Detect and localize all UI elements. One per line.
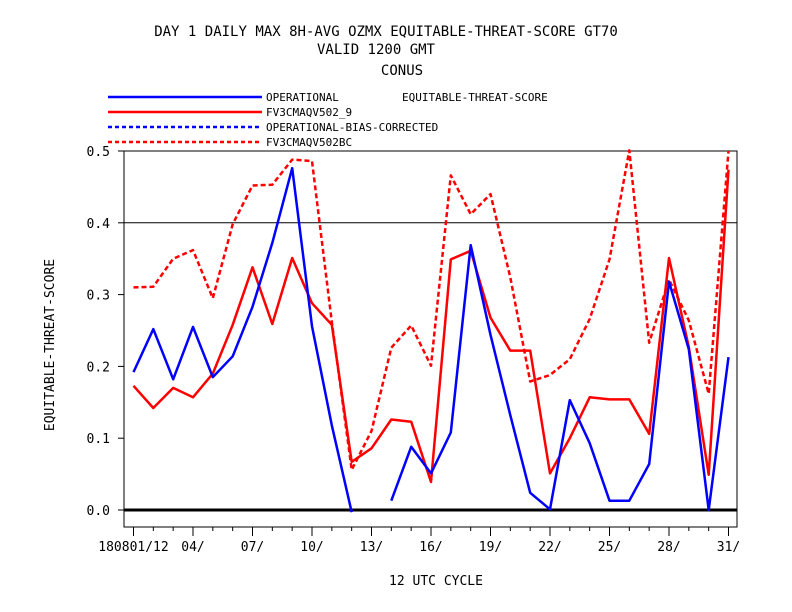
legend-label-operational: OPERATIONAL — [266, 91, 339, 104]
series-line-fv3cmaqv502-9 — [132, 169, 730, 484]
legend-label-fv3cmaqv502-9: FV3CMAQV502_9 — [266, 106, 352, 119]
series-line-operational — [132, 166, 353, 513]
x-tick-label: 10/ — [300, 540, 323, 555]
y-tick-label: 0.0 — [87, 504, 110, 519]
x-tick-label: 07/ — [241, 540, 264, 555]
legend-label-operational-bias-corrected: OPERATIONAL-BIAS-CORRECTED — [266, 121, 438, 134]
legend-title: EQUITABLE-THREAT-SCORE — [402, 91, 548, 104]
x-tick-label: 04/ — [181, 540, 204, 555]
x-tick-label: 22/ — [538, 540, 561, 555]
y-axis-label: EQUITABLE-THREAT-SCORE — [43, 259, 58, 431]
x-tick-label: 28/ — [657, 540, 680, 555]
y-tick-label: 0.3 — [87, 289, 110, 304]
series-line-fv3cmaqv502bc — [133, 149, 730, 472]
x-tick-label: 13/ — [360, 540, 383, 555]
x-tick-label: 19/ — [479, 540, 502, 555]
legend-label-fv3cmaqv502bc: FV3CMAQV502BC — [266, 136, 352, 149]
x-tick-label: 25/ — [598, 540, 621, 555]
y-tick-label: 0.2 — [87, 360, 110, 375]
series-line-operational — [390, 243, 730, 512]
x-tick-label: 31/ — [717, 540, 740, 555]
y-axis: 0.0 0.1 0.2 0.3 0.4 0.5 — [87, 145, 124, 519]
y-tick-label: 0.4 — [87, 217, 111, 232]
chart-title-line-2: VALID 1200 GMT — [317, 42, 436, 58]
legend: EQUITABLE-THREAT-SCORE OPERATIONAL FV3CM… — [108, 91, 548, 149]
y-tick-label: 0.1 — [87, 432, 110, 447]
chart-title-line-3: CONUS — [381, 63, 423, 79]
x-axis: 180801/12 04/07/10/13/16/19/22/25/28/31/ — [98, 527, 740, 555]
chart-title-line-1: DAY 1 DAILY MAX 8H-AVG OZMX EQUITABLE-TH… — [154, 24, 618, 40]
x-tick-label: 180801/12 — [98, 540, 168, 555]
x-axis-label: 12 UTC CYCLE — [389, 574, 483, 589]
series-layer — [132, 149, 730, 513]
x-tick-label: 16/ — [419, 540, 442, 555]
y-tick-label: 0.5 — [87, 145, 110, 160]
